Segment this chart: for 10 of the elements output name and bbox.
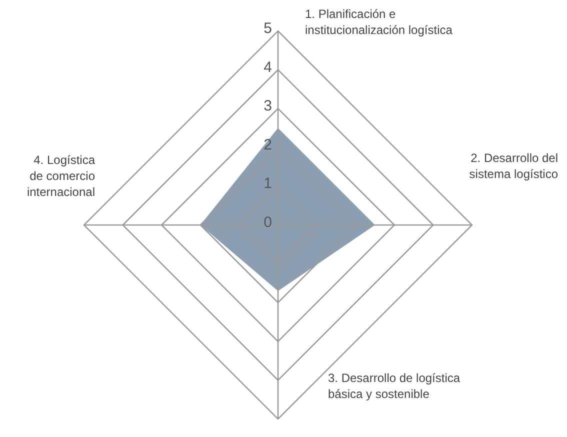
y-tick-label: 0 xyxy=(264,214,272,231)
spoke-label: 2. Desarrollo del sistema logístico xyxy=(469,151,558,181)
y-tick-label: 5 xyxy=(264,20,272,37)
spoke-label: 1. Planificación e institucionalización logística xyxy=(305,7,453,37)
spoke-label: 4. Logística de comercio internacional xyxy=(26,153,96,199)
y-tick-label: 3 xyxy=(264,98,272,115)
y-tick-label: 1 xyxy=(264,175,272,192)
spoke-label: 3. Desarrollo de logística básica y sostenible xyxy=(328,371,460,401)
y-tick-label: 2 xyxy=(264,136,272,154)
y-tick-label: 4 xyxy=(264,58,272,76)
